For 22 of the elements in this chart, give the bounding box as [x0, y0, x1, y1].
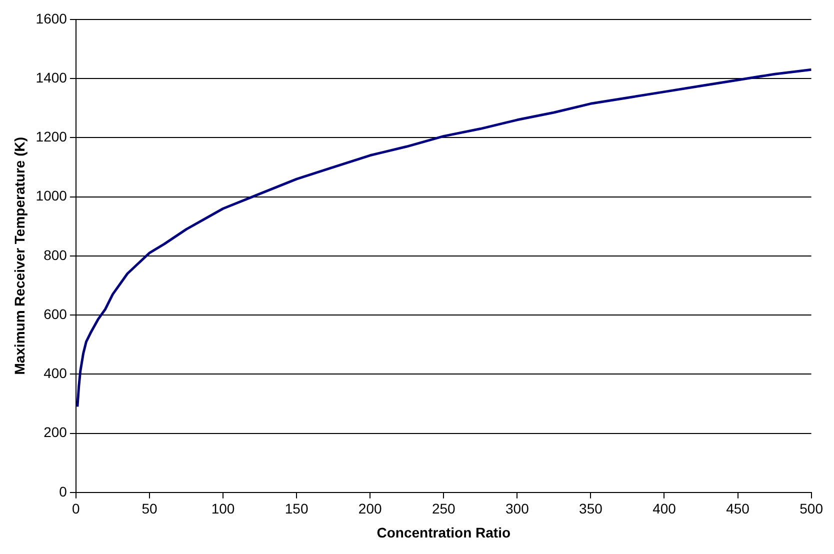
x-tick-label: 200	[358, 500, 382, 517]
y-axis-title: Maximum Receiver Temperature (K)	[11, 136, 28, 375]
y-tick-label: 800	[44, 246, 68, 263]
x-tick-label: 450	[726, 500, 750, 517]
y-tick-label: 200	[44, 424, 68, 440]
x-tick-label: 500	[800, 500, 824, 517]
x-tick-label: 100	[211, 500, 235, 517]
x-tick-label: 150	[284, 500, 308, 517]
y-tick-label: 1600	[36, 10, 68, 26]
y-tick-label: 1400	[36, 69, 68, 86]
x-tick-label: 400	[652, 500, 676, 517]
x-tick-label: 350	[579, 500, 603, 517]
x-axis-title: Concentration Ratio	[376, 524, 511, 540]
y-tick-label: 400	[44, 365, 68, 382]
x-tick-label: 300	[505, 500, 530, 517]
y-tick-label: 600	[44, 306, 68, 322]
y-tick-label: 1200	[36, 128, 68, 145]
y-tick-label: 0	[59, 483, 68, 500]
x-tick-label: 50	[142, 500, 158, 517]
y-tick-label: 1000	[36, 188, 68, 204]
x-tick-label: 0	[72, 500, 80, 517]
x-tick-label: 250	[432, 500, 456, 517]
